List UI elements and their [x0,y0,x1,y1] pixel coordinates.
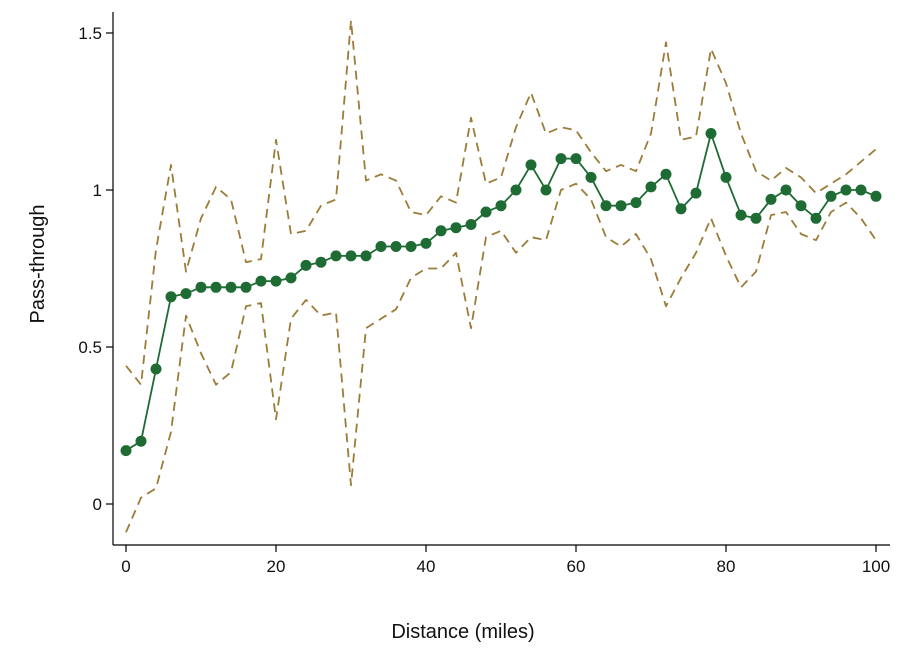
data-point [180,288,192,300]
data-point [465,219,477,230]
data-point [360,250,372,262]
data-point [525,159,537,171]
data-point [750,212,762,224]
x-tick-label: 100 [862,557,890,576]
data-point [240,281,252,293]
data-point [255,275,267,287]
data-point [840,184,852,196]
data-point [135,435,147,447]
data-point [480,206,492,218]
data-point [165,291,177,303]
data-point [825,190,837,202]
series-layer [120,19,882,533]
data-point [630,197,642,209]
data-point [690,187,702,199]
x-tick-label: 60 [567,557,586,576]
data-point [345,250,357,262]
data-point [285,272,297,284]
data-point [270,275,282,287]
confidence-band-line [125,19,877,386]
data-point [810,212,822,224]
estimate-line [125,132,877,452]
data-point [195,281,207,293]
confidence-band-line [125,182,877,533]
data-point [600,200,612,212]
data-point [780,184,792,196]
y-axis-title: Pass-through [27,205,49,324]
data-point [315,256,327,268]
data-point [450,222,462,234]
data-point [555,153,567,165]
data-point [720,171,732,183]
data-point [585,171,597,183]
y-tick-label: 1 [93,181,102,200]
data-point [120,445,132,457]
data-point [420,237,432,249]
data-point [225,281,237,293]
data-point [300,259,312,271]
data-point [435,225,447,237]
data-point [660,168,672,180]
data-point [330,250,342,262]
data-point [705,128,717,139]
data-point [390,241,402,252]
data-point [210,281,222,293]
data-point [645,181,657,193]
data-point [510,184,522,196]
x-tick-label: 20 [267,557,286,576]
data-point [495,200,507,212]
x-tick-label: 80 [717,557,736,576]
data-point [870,190,882,202]
y-tick-label: 1.5 [78,24,102,43]
y-tick-label: 0 [93,495,102,514]
data-point [765,193,777,205]
data-point [795,200,807,212]
data-point [150,363,162,375]
data-point [675,203,687,215]
data-point [855,184,867,196]
data-point [375,241,387,252]
x-axis-title: Distance (miles) [391,621,534,643]
x-tick-label: 0 [121,557,130,576]
y-tick-label: 0.5 [78,338,102,357]
data-point [540,184,552,196]
data-point [570,153,582,165]
data-point [615,200,627,212]
axes: 0 20 40 60 80 100 0 0.5 1 1.5 [78,12,890,576]
x-tick-label: 40 [417,557,436,576]
data-point [735,209,747,221]
data-point [405,241,417,252]
